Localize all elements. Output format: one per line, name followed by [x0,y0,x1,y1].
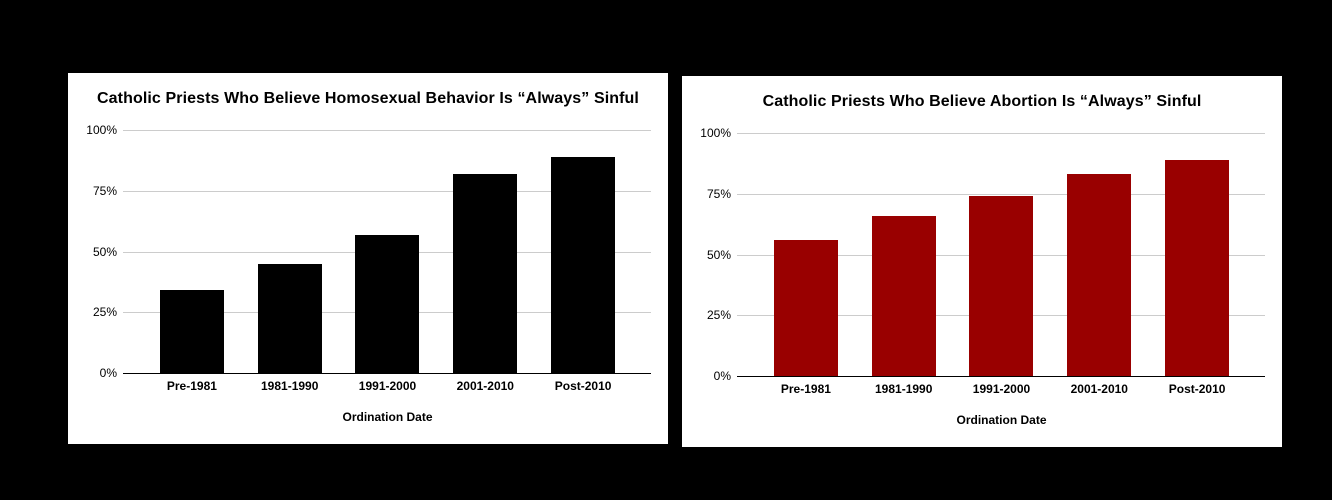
x-tick-label: Pre-1981 [780,382,831,396]
gridline [737,193,1265,195]
x-label-band: 1991-2000 [339,379,437,395]
x-tick-label: 2001-2010 [1070,382,1128,396]
x-axis-labels: Pre-1981 1981-1990 1991-2000 2001-2010 Post-… [757,382,1246,398]
y-tick-label: 25% [706,308,731,323]
chart-panel-abortion: Catholic Priests Who Believe Abortion Is… [682,76,1282,447]
bar-band [1148,133,1246,376]
bars-layer [143,130,632,373]
bar-2001-2010 [453,173,518,373]
x-tick-label: 1991-2000 [358,379,417,393]
bar-Pre-1981 [159,290,224,373]
x-tick-label: 1981-1990 [261,379,319,393]
x-tick-label: Pre-1981 [166,379,217,393]
bar-band [757,133,855,376]
bar-1981-1990 [871,215,936,376]
x-axis-line [737,376,1265,377]
x-tick-label: Post-2010 [1168,382,1226,396]
bar-1991-2000 [355,234,420,373]
x-tick-label: 1981-1990 [875,382,933,396]
bar-band [143,130,241,373]
x-tick-label: Post-2010 [554,379,612,393]
x-label-band: Pre-1981 [143,379,241,395]
x-label-band: 1981-1990 [855,382,953,398]
bar-2001-2010 [1067,174,1132,376]
y-tick-label: 0% [713,369,731,383]
bar-band [1050,133,1148,376]
x-tick-label: 1991-2000 [972,382,1031,396]
gridline [737,133,1265,134]
gridline [123,190,651,192]
y-tick-label: 100% [86,123,117,137]
bar-band [953,133,1051,376]
x-label-band: 1981-1990 [241,379,339,395]
plot-area: 0% 25% 50% 75% 100% Pre-1981 1981-1990 1991-20… [68,73,668,444]
bar-1991-2000 [969,196,1034,376]
bar-band [534,130,632,373]
y-tick-label: 25% [92,305,117,320]
y-tick-label: 0% [99,366,117,380]
y-tick-label: 50% [706,247,731,262]
x-tick-label: 2001-2010 [456,379,514,393]
x-axis-line [123,373,651,374]
bar-band [241,130,339,373]
x-label-band: 2001-2010 [1050,382,1148,398]
x-label-band: Pre-1981 [757,382,855,398]
x-label-band: Post-2010 [1148,382,1246,398]
chart-title: Catholic Priests Who Believe Homosexual … [97,90,639,107]
bar-1981-1990 [257,263,322,373]
bar-Post-2010 [1165,159,1230,376]
y-tick-label: 75% [706,186,731,201]
y-tick-label: 75% [92,183,117,198]
y-tick-label: 50% [92,244,117,259]
bar-band [436,130,534,373]
bars-layer [757,133,1246,376]
chart-panel-homosexual-behavior: Catholic Priests Who Believe Homosexual … [68,73,668,444]
plot-area: 0% 25% 50% 75% 100% Pre-1981 1981-1990 1991-20… [682,76,1282,447]
bar-Post-2010 [551,156,616,373]
gridline [123,130,651,131]
chart-title: Catholic Priests Who Believe Abortion Is… [762,93,1202,110]
x-label-band: 1991-2000 [953,382,1051,398]
x-axis-title: Ordination Date [342,410,433,424]
y-tick-label: 100% [700,126,731,140]
x-label-band: Post-2010 [534,379,632,395]
bar-band [855,133,953,376]
bar-band [339,130,437,373]
x-axis-labels: Pre-1981 1981-1990 1991-2000 2001-2010 Post-… [143,379,632,395]
x-axis-title: Ordination Date [956,413,1047,427]
x-label-band: 2001-2010 [436,379,534,395]
bar-Pre-1981 [773,239,838,376]
